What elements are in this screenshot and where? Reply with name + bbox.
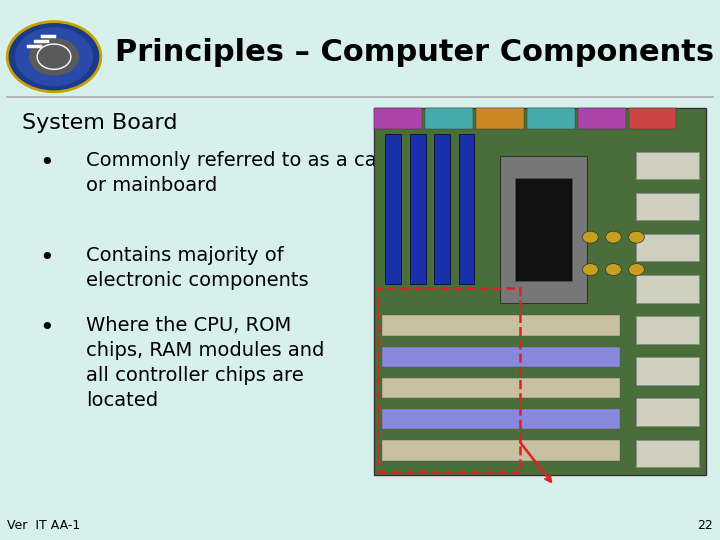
Bar bbox=[382, 378, 620, 398]
Bar bbox=[629, 108, 677, 129]
Bar bbox=[636, 234, 699, 261]
Bar bbox=[382, 409, 620, 429]
Bar bbox=[434, 134, 450, 284]
Bar bbox=[426, 108, 472, 129]
Text: System Board: System Board bbox=[22, 113, 177, 133]
Text: Contains majority of
electronic components: Contains majority of electronic componen… bbox=[86, 246, 309, 289]
Bar bbox=[515, 178, 572, 281]
Bar bbox=[636, 316, 699, 344]
Text: •: • bbox=[40, 246, 54, 269]
Bar bbox=[374, 108, 422, 129]
Circle shape bbox=[629, 231, 644, 243]
Bar bbox=[636, 399, 699, 426]
Bar bbox=[636, 440, 699, 467]
Bar bbox=[636, 357, 699, 385]
Circle shape bbox=[582, 231, 598, 243]
Circle shape bbox=[16, 28, 92, 85]
Circle shape bbox=[7, 22, 101, 92]
Bar bbox=[527, 108, 575, 129]
Text: •: • bbox=[40, 151, 54, 175]
Bar bbox=[374, 108, 706, 475]
Bar bbox=[459, 134, 474, 284]
Bar bbox=[578, 108, 626, 129]
Bar bbox=[382, 347, 620, 367]
Circle shape bbox=[629, 264, 644, 275]
Circle shape bbox=[606, 264, 621, 275]
Circle shape bbox=[606, 231, 621, 243]
Text: Principles – Computer Components: Principles – Computer Components bbox=[115, 38, 714, 67]
Circle shape bbox=[582, 264, 598, 275]
Text: Commonly referred to as a card, motherboard
or mainboard: Commonly referred to as a card, motherbo… bbox=[86, 151, 537, 195]
Bar bbox=[378, 288, 521, 471]
Text: Ver  IT AA-1: Ver IT AA-1 bbox=[7, 519, 81, 532]
Bar bbox=[410, 134, 426, 284]
Bar bbox=[500, 156, 587, 302]
Text: •: • bbox=[40, 316, 54, 340]
Bar bbox=[636, 193, 699, 220]
Circle shape bbox=[30, 38, 78, 75]
Bar bbox=[385, 134, 401, 284]
Text: Where the CPU, ROM
chips, RAM modules and
all controller chips are
located: Where the CPU, ROM chips, RAM modules an… bbox=[86, 316, 325, 410]
Bar bbox=[382, 440, 620, 461]
Bar bbox=[477, 108, 523, 129]
Text: 22: 22 bbox=[697, 519, 713, 532]
Bar bbox=[382, 315, 620, 336]
Bar bbox=[636, 152, 699, 179]
Bar bbox=[636, 275, 699, 302]
